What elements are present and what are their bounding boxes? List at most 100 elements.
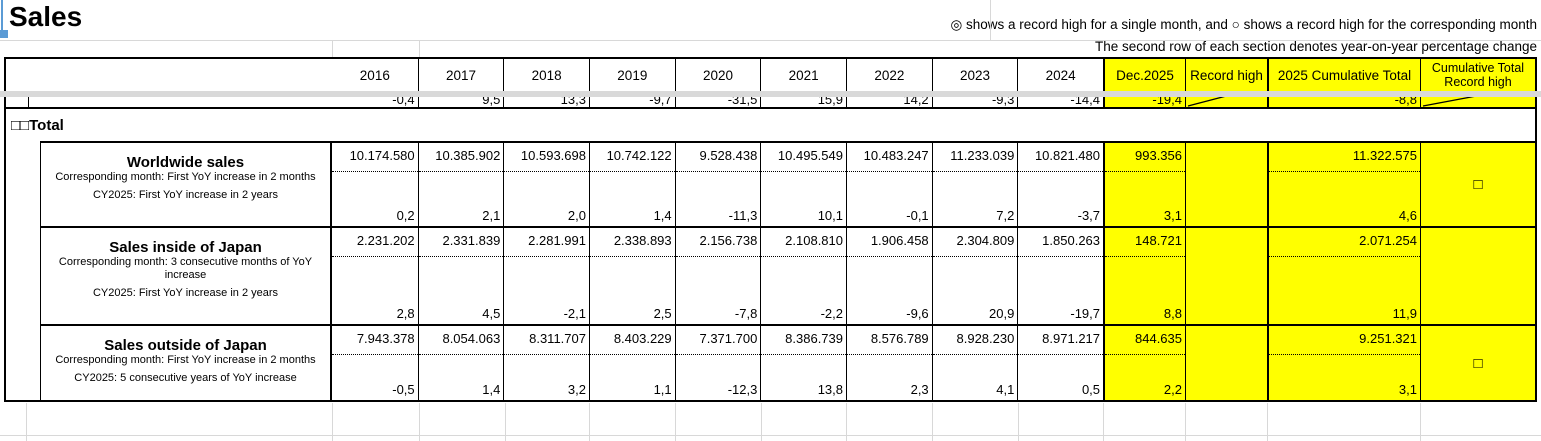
cell-cumulative-record-high[interactable]: □ [1420, 326, 1535, 400]
cell-value: 10.593.698 [504, 143, 589, 172]
cell-dec-2025[interactable]: 844.635 2,2 [1103, 326, 1185, 400]
cell-2019[interactable]: 8.403.229 1,1 [589, 326, 675, 400]
cell-yoy: 10,1 [817, 208, 843, 223]
selection-handle[interactable] [0, 30, 8, 38]
year-header-2019[interactable]: 2019 [589, 59, 675, 91]
cell-yoy: 11,9 [1392, 306, 1417, 321]
cell-2020[interactable]: 7.371.700 -12,3 [674, 326, 761, 400]
page-title[interactable]: Sales [9, 1, 83, 32]
header-dec-2025[interactable]: Dec.2025 [1103, 59, 1185, 91]
header-row: 2016 2017 2018 2019 2020 2021 2022 2023 2024 Dec… [6, 59, 1535, 91]
legend-second-row: The second row of each section denotes y… [1094, 39, 1537, 54]
cell-2017[interactable]: 8.054.063 1,4 [417, 326, 504, 400]
cell-2022[interactable]: 1.906.458 -9,6 [846, 228, 932, 324]
year-header-2022[interactable]: 2022 [846, 59, 932, 91]
cell-2023[interactable]: 2.304.809 20,9 [931, 228, 1018, 324]
year-header-2020[interactable]: 2020 [674, 59, 761, 91]
cell-value: 8.054.063 [418, 326, 504, 355]
cell-value: 10.483.247 [847, 143, 932, 172]
cell-2019[interactable]: 2.338.893 2,5 [589, 228, 675, 324]
cell-2017[interactable]: 10.385.902 2,1 [417, 143, 504, 226]
cell-2019[interactable]: 10.742.122 1,4 [589, 143, 675, 226]
header-record-high[interactable]: Record high [1185, 59, 1267, 91]
cell-value: 7.371.700 [675, 326, 761, 355]
gridline [419, 403, 420, 441]
cell-2025-cumulative-total[interactable]: 11.322.575 4,6 [1267, 143, 1420, 226]
year-header-2021[interactable]: 2021 [760, 59, 846, 91]
cell-yoy: 4,1 [996, 382, 1015, 397]
row-worldwide-sales: Worldwide sales Corresponding month: Fir… [6, 143, 1535, 226]
cell-yoy: 3,2 [567, 382, 586, 397]
cell-2021[interactable]: 10.495.549 10,1 [760, 143, 846, 226]
cell-yoy: -2,2 [820, 306, 843, 321]
row-border [6, 107, 1535, 109]
cell-2024[interactable]: 1.850.263 -19,7 [1017, 228, 1104, 324]
row-label-sales-inside-japan[interactable]: Sales inside of Japan Corresponding mont… [40, 228, 332, 324]
cell-yoy: 2,2 [1163, 382, 1182, 397]
cell-2023[interactable]: 11.233.039 7,2 [931, 143, 1018, 226]
year-header-2018[interactable]: 2018 [503, 59, 589, 91]
cell-2021[interactable]: 2.108.810 -2,2 [760, 228, 846, 324]
gridline [1267, 403, 1268, 441]
gridline [1018, 403, 1019, 441]
cell-2022[interactable]: 10.483.247 -0,1 [846, 143, 932, 226]
cell-value: 2.331.839 [418, 228, 504, 257]
cell-2020[interactable]: 2.156.738 -7,8 [674, 228, 761, 324]
year-header-2024[interactable]: 2024 [1017, 59, 1103, 91]
cell-record-high[interactable] [1185, 143, 1267, 226]
cell-value: 7.943.378 [332, 326, 418, 355]
cell-yoy: 0,5 [1081, 382, 1101, 397]
cell-2017[interactable]: 2.331.839 4,5 [417, 228, 504, 324]
gridline [1420, 403, 1421, 441]
cell-2016[interactable]: 10.174.580 0,2 [332, 143, 418, 226]
year-header-2023[interactable]: 2023 [931, 59, 1018, 91]
cell-2024[interactable]: 10.821.480 -3,7 [1017, 143, 1104, 226]
year-header-2017[interactable]: 2017 [417, 59, 504, 91]
cell-2016[interactable]: 2.231.202 2,8 [332, 228, 418, 324]
year-header-2016[interactable]: 2016 [359, 67, 390, 83]
cell-2018[interactable]: 8.311.707 3,2 [503, 326, 589, 400]
cell-yoy: 2,5 [653, 306, 672, 321]
cell-2016[interactable]: 7.943.378 -0,5 [332, 326, 418, 400]
cell-2021[interactable]: 8.386.739 13,8 [760, 326, 846, 400]
cell-value: 10.174.580 [332, 143, 418, 172]
row-sales-inside-japan: Sales inside of Japan Corresponding mont… [6, 228, 1535, 324]
cell-2025-cumulative-total[interactable]: 9.251.321 3,1 [1267, 326, 1420, 400]
header-2025-cumulative-total[interactable]: 2025 Cumulative Total [1267, 59, 1420, 91]
cell-2024[interactable]: 8.971.217 0,5 [1017, 326, 1104, 400]
cell-value: 993.356 [1105, 143, 1185, 172]
cell-value: 2.108.810 [761, 228, 846, 257]
cell-yoy: -7,8 [734, 306, 758, 321]
cell-2025-cumulative-total[interactable]: 2.071.254 11,9 [1267, 228, 1420, 324]
row-label-worldwide-sales[interactable]: Worldwide sales Corresponding month: Fir… [40, 143, 332, 226]
cell-value: 1.850.263 [1018, 228, 1104, 257]
cell-2023[interactable]: 8.928.230 4,1 [931, 326, 1018, 400]
cell-value: 148.721 [1105, 228, 1185, 257]
cell-record-high[interactable] [1185, 228, 1267, 324]
cell-value: 10.742.122 [590, 143, 675, 172]
gridline [589, 403, 590, 441]
cell-2022[interactable]: 8.576.789 2,3 [846, 326, 932, 400]
cell-2018[interactable]: 2.281.991 -2,1 [503, 228, 589, 324]
cell-value: 1.906.458 [847, 228, 932, 257]
cell-cumulative-record-high[interactable] [1420, 228, 1535, 324]
cell-dec-2025[interactable]: 148.721 8,8 [1103, 228, 1185, 324]
cell-yoy: 13,8 [817, 382, 843, 397]
cell-record-high[interactable] [1185, 326, 1267, 400]
cell-value: 844.635 [1105, 326, 1185, 355]
row-label-sales-outside-japan[interactable]: Sales outside of Japan Corresponding mon… [40, 326, 332, 400]
cell-value: 8.971.217 [1018, 326, 1104, 355]
cell-value: 8.311.707 [504, 326, 589, 355]
header-cumulative-record-high[interactable]: Cumulative Total Record high [1420, 59, 1535, 91]
cell-cumulative-record-high[interactable]: □ [1420, 143, 1535, 226]
section-row-total[interactable]: □□Total [6, 109, 1535, 141]
pane-split-bar[interactable] [0, 91, 1541, 97]
cell-2020[interactable]: 9.528.438 -11,3 [674, 143, 761, 226]
cell-dec-2025[interactable]: 993.356 3,1 [1103, 143, 1185, 226]
cell-value: 2.071.254 [1269, 228, 1420, 257]
cell-value: 2.231.202 [332, 228, 418, 257]
cell-2018[interactable]: 10.593.698 2,0 [503, 143, 589, 226]
cell-yoy: 4,5 [482, 306, 501, 321]
cell-value: 2.338.893 [590, 228, 675, 257]
gridline [332, 41, 333, 57]
